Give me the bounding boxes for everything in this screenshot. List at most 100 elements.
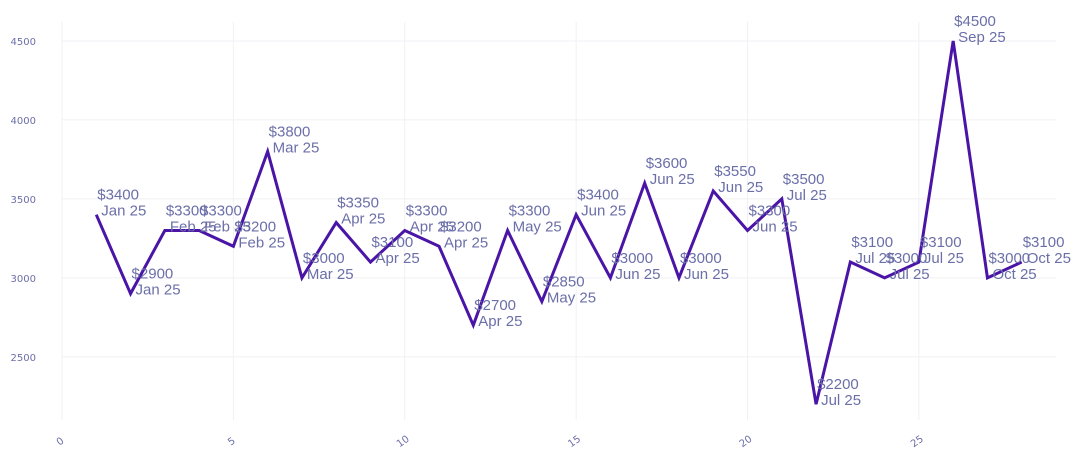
data-label-price: $3100 bbox=[851, 234, 893, 251]
y-tick-label: 2500 bbox=[11, 353, 36, 364]
data-label-month: Jul 25 bbox=[855, 250, 895, 267]
data-label-month: Feb 25 bbox=[204, 218, 251, 235]
data-label-month: Oct 25 bbox=[992, 266, 1036, 283]
data-label-price: $3000 bbox=[611, 250, 653, 267]
x-tick-label: 15 bbox=[566, 434, 583, 450]
y-tick-label: 3500 bbox=[11, 195, 36, 206]
grid bbox=[61, 22, 1056, 420]
data-label-month: Jun 25 bbox=[650, 171, 695, 188]
data-label-price: $3350 bbox=[337, 195, 379, 212]
data-label-price: $3000 bbox=[303, 250, 345, 267]
data-label-month: Jul 25 bbox=[821, 392, 861, 409]
data-label-price: $3100 bbox=[920, 234, 962, 251]
data-label-month: Mar 25 bbox=[307, 266, 354, 283]
series-line bbox=[94, 40, 1023, 405]
data-label-month: May 25 bbox=[513, 218, 562, 235]
y-tick-label: 4000 bbox=[11, 116, 36, 127]
y-tick-label: 3000 bbox=[11, 274, 36, 285]
data-label-price: $2700 bbox=[474, 297, 516, 314]
data-label-month: Jan 25 bbox=[101, 203, 146, 220]
data-label-price: $3000 bbox=[988, 250, 1030, 267]
data-label-price: $3200 bbox=[234, 218, 276, 235]
data-label-month: Jan 25 bbox=[136, 282, 181, 299]
data-label-price: $3600 bbox=[646, 155, 688, 172]
data-label-month: Feb 25 bbox=[238, 234, 285, 251]
data-label-price: $3000 bbox=[680, 250, 722, 267]
data-label-month: Jul 25 bbox=[924, 250, 964, 267]
x-tick-label: 5 bbox=[226, 436, 238, 449]
data-label-month: Jul 25 bbox=[787, 187, 827, 204]
data-label-month: Jun 25 bbox=[615, 266, 660, 283]
y-axis-ticks: 2500 3000 3500 4000 4500 bbox=[11, 37, 36, 364]
data-label-price: $3550 bbox=[714, 163, 756, 180]
data-label-price: $2850 bbox=[543, 274, 585, 291]
data-label-month: Jun 25 bbox=[753, 218, 798, 235]
data-label-month: Oct 25 bbox=[1027, 250, 1071, 267]
data-label-month: Jun 25 bbox=[718, 179, 763, 196]
data-label-month: Apr 25 bbox=[444, 234, 488, 251]
data-label-price: $3100 bbox=[371, 234, 413, 251]
data-label-price: $3300 bbox=[166, 202, 208, 219]
data-label-price: $3300 bbox=[509, 202, 551, 219]
data-label-price: $3400 bbox=[577, 187, 619, 204]
data-label-price: $3200 bbox=[440, 218, 482, 235]
data-label-month: Jun 25 bbox=[684, 266, 729, 283]
x-tick-label: 25 bbox=[909, 434, 926, 450]
data-label-price: $3300 bbox=[406, 202, 448, 219]
data-label-month: May 25 bbox=[547, 290, 596, 307]
data-label-month: Apr 25 bbox=[478, 313, 522, 330]
data-label-month: Apr 25 bbox=[341, 211, 385, 228]
data-label-price: $3500 bbox=[783, 171, 825, 188]
data-label-month: Sep 25 bbox=[958, 29, 1006, 46]
data-label-price: $3300 bbox=[200, 202, 242, 219]
x-tick-label: 20 bbox=[738, 434, 755, 450]
x-tick-label: 10 bbox=[395, 434, 412, 450]
data-label-month: Jul 25 bbox=[890, 266, 930, 283]
data-label-month: Jun 25 bbox=[581, 203, 626, 220]
data-label-month: Apr 25 bbox=[410, 218, 454, 235]
data-label-price: $3400 bbox=[97, 187, 139, 204]
x-tick-label: 0 bbox=[55, 436, 67, 449]
data-label-price: $3300 bbox=[749, 202, 791, 219]
data-label-price: $2900 bbox=[132, 266, 174, 283]
data-label-month: Mar 25 bbox=[273, 140, 320, 157]
data-label-price: $3800 bbox=[269, 124, 311, 141]
data-label-price: $3100 bbox=[1023, 234, 1065, 251]
data-label-price: $4500 bbox=[954, 13, 996, 30]
data-label-month: Feb 25 bbox=[170, 218, 217, 235]
data-label-price: $3000 bbox=[886, 250, 928, 267]
x-axis-ticks: 0 5 10 15 20 25 bbox=[55, 434, 926, 450]
data-label-price: $2200 bbox=[817, 376, 859, 393]
y-tick-label: 4500 bbox=[11, 37, 36, 48]
